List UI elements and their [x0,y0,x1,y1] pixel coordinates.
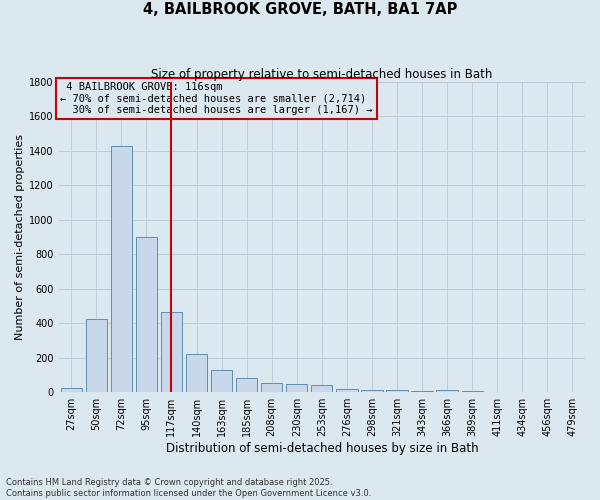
Y-axis label: Number of semi-detached properties: Number of semi-detached properties [15,134,25,340]
Bar [86,319,107,392]
Bar [336,389,358,392]
Bar [386,390,407,392]
Bar [236,378,257,392]
Bar [136,237,157,392]
Title: Size of property relative to semi-detached houses in Bath: Size of property relative to semi-detach… [151,68,493,80]
Text: 4 BAILBROOK GROVE: 116sqm
← 70% of semi-detached houses are smaller (2,714)
  30: 4 BAILBROOK GROVE: 116sqm ← 70% of semi-… [60,82,373,115]
Bar [110,146,132,392]
Bar [161,312,182,392]
Bar [261,382,283,392]
Bar [286,384,307,392]
Bar [211,370,232,392]
Bar [311,386,332,392]
Bar [61,388,82,392]
X-axis label: Distribution of semi-detached houses by size in Bath: Distribution of semi-detached houses by … [166,442,478,455]
Bar [361,390,383,392]
Bar [186,354,207,392]
Bar [436,390,458,392]
Text: 4, BAILBROOK GROVE, BATH, BA1 7AP: 4, BAILBROOK GROVE, BATH, BA1 7AP [143,2,457,18]
Text: Contains HM Land Registry data © Crown copyright and database right 2025.
Contai: Contains HM Land Registry data © Crown c… [6,478,371,498]
